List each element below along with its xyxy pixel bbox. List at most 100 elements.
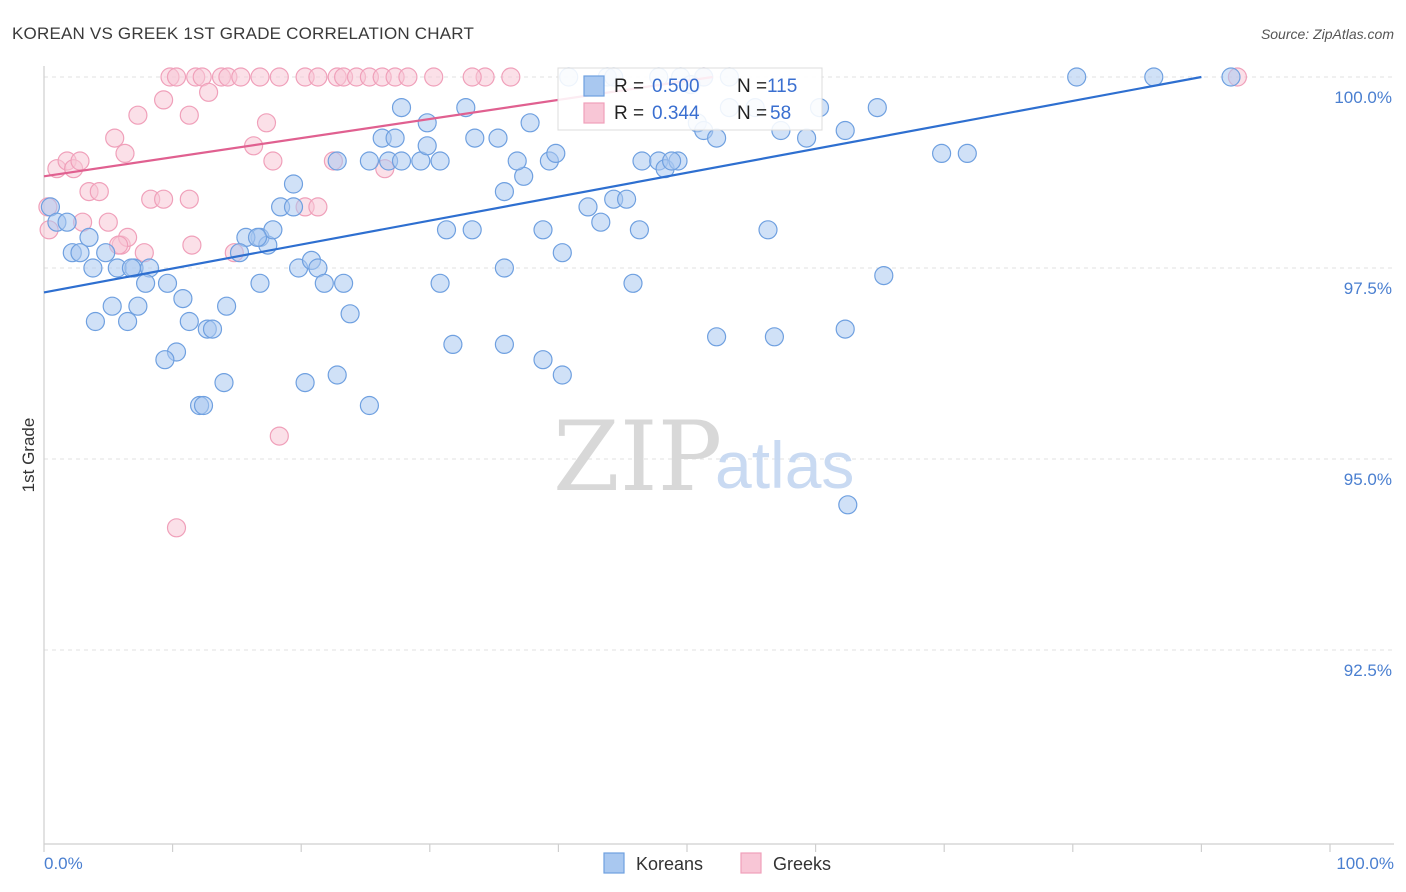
korean-point-105 [552,365,572,385]
greek-point-26 [269,67,289,87]
greek-point-23 [256,113,277,133]
stats-legend-greeks-r-value: 0.344 [652,103,700,124]
korean-point-84 [706,128,727,148]
korean-point-70 [533,220,553,240]
korean-point-112 [874,266,894,286]
korean-point-57 [417,113,437,133]
korean-point-2 [57,212,77,232]
greek-point-12 [154,90,174,110]
greek-point-36 [398,67,418,87]
korean-point-109 [764,327,785,347]
stats-legend-koreans-r-value: 0.500 [652,76,700,97]
x-tick-label-max: 100.0% [1336,854,1394,873]
korean-point-104 [533,350,553,370]
korean-point-76 [629,220,650,240]
korean-point-68 [494,258,514,278]
stats-legend-koreans-n-value: 115 [767,76,797,97]
x-ticks [43,844,1331,852]
axes [43,66,1394,845]
korean-point-7 [83,258,103,278]
y-tick-label-1: 95.0% [1344,470,1392,489]
korean-point-110 [430,273,450,293]
korean-point-114 [838,495,858,515]
greek-point-10 [128,105,148,125]
korean-point-42 [334,273,354,293]
korean-point-25 [214,373,234,393]
korean-point-41 [314,273,334,293]
korean-point-66 [546,143,566,163]
stats-legend-koreans-n-label: N = [737,76,767,97]
chart-source: Source: ZipAtlas.com [1261,26,1394,42]
korean-point-91 [931,143,952,163]
grid [44,76,1394,651]
korean-point-21 [202,319,223,339]
korean-point-17 [85,311,106,332]
greek-point-49 [308,197,328,217]
korean-point-106 [494,334,514,354]
korean-point-94 [796,128,817,148]
greeks-points [38,67,1248,538]
stats-legend-greeks-n-value: 58 [770,103,791,124]
korean-point-14 [157,273,178,293]
greek-point-53 [269,426,289,446]
korean-point-108 [706,327,727,347]
korean-point-93 [835,120,855,141]
korean-point-58 [436,220,457,240]
korean-point-111 [835,319,855,339]
korean-point-72 [578,197,598,217]
korean-point-52 [391,151,412,171]
korean-point-46 [359,395,379,416]
greek-point-46 [182,235,202,255]
korean-point-33 [283,197,304,217]
korean-point-69 [465,128,485,148]
korean-point-44 [295,373,315,393]
greek-point-18 [199,82,219,102]
korean-point-75 [616,189,637,209]
watermark-atlas: atlas [715,428,854,502]
stats-legend-koreans-swatch [583,75,605,97]
korean-point-48 [327,151,347,171]
korean-point-85 [758,220,778,240]
korean-trend-line [43,75,1202,294]
greek-point-40 [89,182,109,202]
korean-point-64 [507,151,527,171]
korean-point-67 [520,113,540,133]
legend-koreans-label[interactable]: Koreans [636,854,703,874]
y-tick-labels: 92.5% 95.0% 97.5% 100.0% [1334,88,1392,680]
korean-point-54 [417,136,437,156]
korean-point-102 [1221,67,1241,87]
korean-point-15 [102,296,122,316]
korean-point-22 [217,296,237,316]
series-legend: Koreans Greeks [603,852,831,874]
legend-greeks-label[interactable]: Greeks [773,854,831,874]
greek-point-14 [166,67,187,87]
chart-title: KOREAN VS GREEK 1ST GRADE CORRELATION CH… [12,24,474,43]
korean-point-62 [494,182,514,202]
legend-greeks-swatch[interactable] [740,852,762,874]
korean-point-107 [623,273,643,293]
stats-legend-greeks-r-label: R = [614,103,644,124]
stats-legend: R = 0.500 N = 115 R = 0.344 N = 58 [557,67,823,131]
greek-point-15 [179,105,199,125]
korean-point-16 [128,296,148,316]
legend-koreans-swatch[interactable] [603,852,625,874]
y-axis-label: 1st Grade [19,418,38,493]
y-tick-label-3: 100.0% [1334,88,1392,107]
greek-point-41 [98,212,118,232]
y-tick-label-2: 97.5% [1344,279,1392,298]
korean-point-92 [957,143,977,163]
korean-point-12 [136,273,156,293]
y-tick-label-0: 92.5% [1344,661,1392,680]
korean-point-59 [462,220,482,240]
korean-point-90 [867,97,887,118]
stats-legend-greeks-n-label: N = [737,103,767,124]
korean-point-6 [96,243,116,263]
korean-point-3 [79,227,99,247]
greek-point-22 [250,67,270,87]
watermark-zip: ZIP [553,401,722,513]
korean-point-81 [661,151,682,171]
korean-point-47 [359,151,379,171]
greek-point-21 [231,67,251,87]
korean-point-55 [430,151,450,171]
